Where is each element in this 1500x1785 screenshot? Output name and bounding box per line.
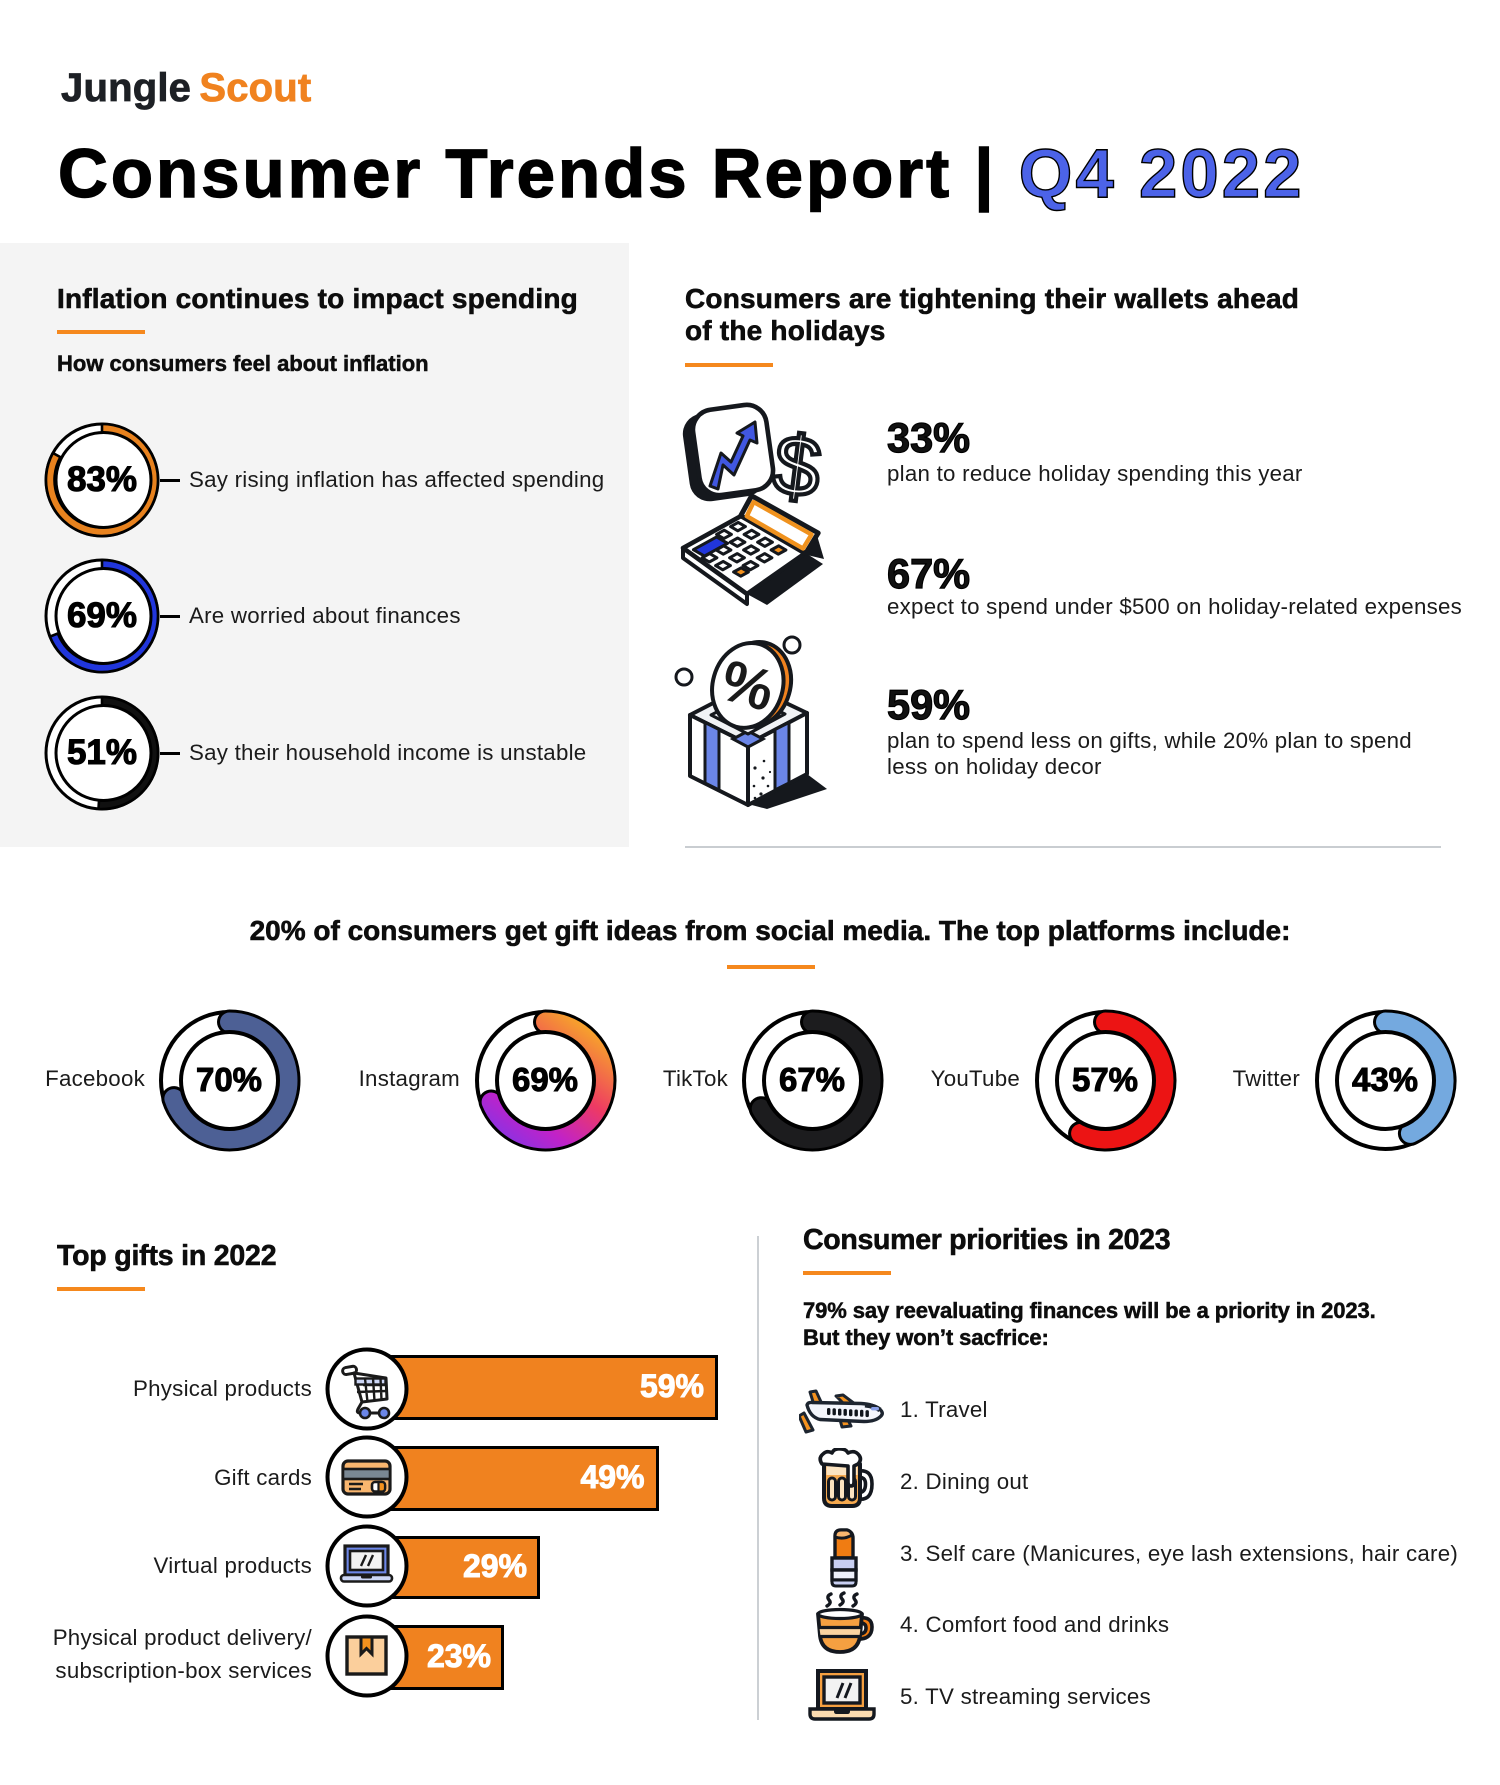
svg-text:$: $ [768,417,826,516]
